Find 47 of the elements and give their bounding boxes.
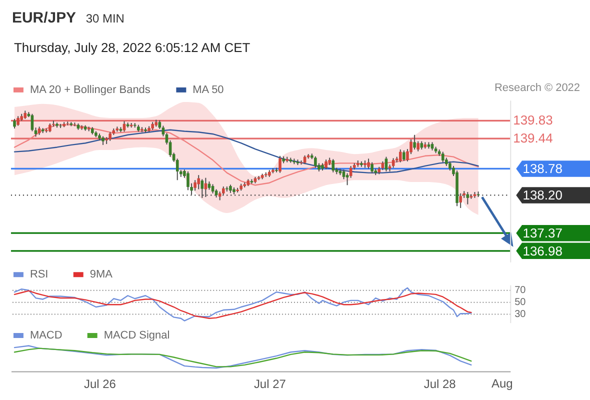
candlestick (346, 172, 349, 186)
candlestick (413, 134, 416, 150)
x-tick-label: Jul 28 (424, 376, 456, 391)
line-series (14, 129, 479, 174)
text: 30 MIN (86, 11, 124, 26)
y-tick-label: 136.98 (522, 243, 562, 258)
legend-label: MA 50 (192, 84, 224, 96)
candlestick (324, 159, 328, 170)
candlestick (342, 169, 346, 180)
candlestick (211, 184, 214, 194)
chart-subtitle: Thursday, July 28, 2022 6:05:12 AM CET (14, 40, 250, 56)
candlestick (13, 118, 16, 129)
y-tick-label: 137.37 (522, 226, 562, 241)
candlestick (314, 156, 317, 168)
chart-title: EUR/JPY (12, 9, 76, 26)
candlestick (278, 155, 282, 174)
y-tick-label: 138.78 (522, 161, 562, 176)
ref-line-label: 139.44 (513, 130, 553, 146)
series-label: MACD (30, 330, 62, 342)
x-tick-label: Jul 27 (254, 376, 286, 391)
x-tick-label: Jul 26 (84, 376, 116, 391)
candlestick (186, 170, 190, 191)
candlestick (370, 162, 374, 174)
candlestick (16, 116, 20, 126)
candlestick (459, 192, 462, 208)
candlestick (204, 177, 208, 198)
legend-label: MA 20 + Bollinger Bands (30, 84, 151, 96)
y-tick-label: 70 (514, 285, 526, 296)
y-tick-label: 50 (514, 297, 526, 308)
candlestick (200, 178, 204, 198)
legend-label: RSI (30, 268, 48, 281)
candlestick (367, 158, 370, 170)
y-tick-label: 138.20 (522, 188, 562, 203)
line-series (14, 124, 479, 186)
legend-label: MACD Signal (104, 330, 170, 342)
candlestick (332, 158, 335, 173)
candlestick (392, 158, 395, 168)
legend-label: 9MA (90, 268, 114, 281)
candlestick (30, 113, 34, 132)
ref-line-label: 139.83 (513, 112, 553, 128)
candlestick (398, 149, 402, 163)
y-tick-label: 30 (514, 309, 526, 320)
candlestick (441, 151, 444, 163)
candlestick (402, 150, 406, 162)
text: Aug (492, 376, 513, 390)
candlestick (122, 120, 126, 132)
text: Research © 2022 (494, 82, 580, 94)
